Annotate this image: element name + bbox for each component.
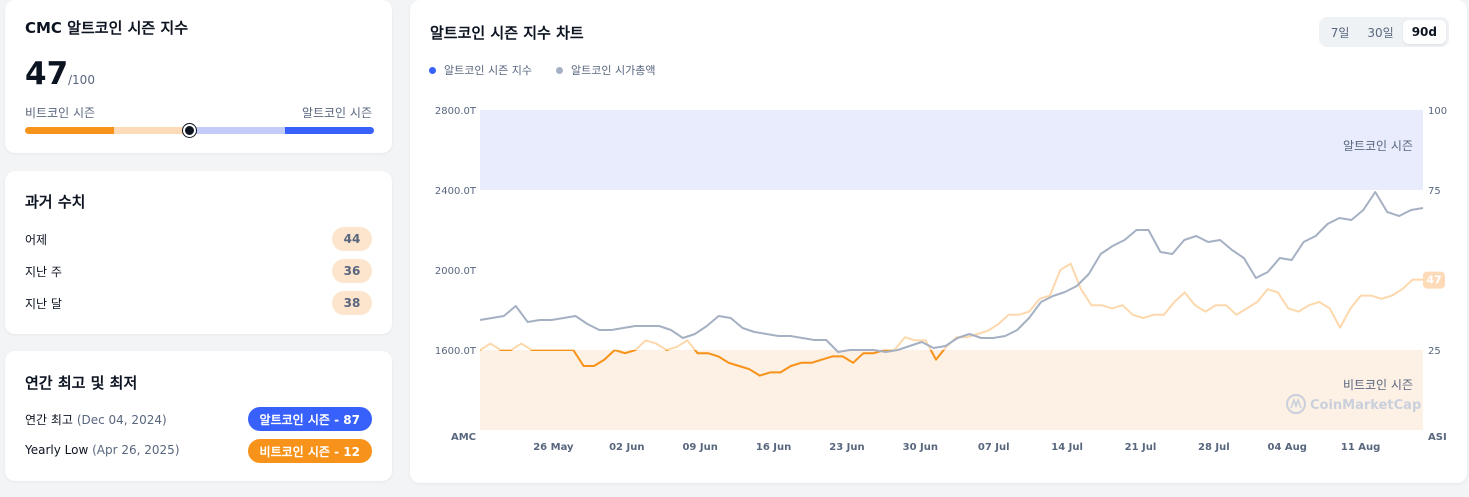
right-axis-tick: 75 (1428, 186, 1441, 197)
x-axis-end-label: ASI (1428, 432, 1447, 443)
index-card-title: CMC 알트코인 시즌 지수 (25, 19, 189, 37)
x-axis-start-label: AMC (451, 432, 476, 443)
history-value-yesterday: 44 (332, 227, 372, 251)
left-axis-tick: 1600.0T (435, 346, 477, 357)
gauge-altcoin-weak (188, 127, 285, 134)
yearly-title: 연간 최고 및 최저 (25, 374, 138, 392)
x-axis-tick: 16 Jun (756, 442, 791, 453)
current-value-badge (1423, 271, 1445, 289)
legend-index-dot-icon (429, 66, 436, 74)
x-axis-tick: 23 Jun (829, 442, 864, 453)
timeframe-tabs: 7일 30일 90d (1318, 17, 1449, 47)
current-value-text: 47 (1426, 274, 1441, 287)
gauge-bitcoin-weak (114, 127, 188, 134)
gauge-left-label: 비트코인 시즌 (25, 106, 96, 120)
index-line-bitcoin (480, 350, 946, 377)
watermark-text: CoinMarketCap (1310, 398, 1421, 413)
yearly-high-row: 연간 최고 (Dec 04, 2024) (25, 411, 167, 428)
yearly-low-label: Yearly Low (25, 443, 89, 457)
left-axis-tick: 2400.0T (435, 186, 477, 197)
x-axis-tick: 02 Jun (609, 442, 644, 453)
x-axis-tick: 21 Jul (1125, 442, 1157, 453)
altcoin-season-index-card: CMC 알트코인 시즌 지수 47 /100 비트코인 시즌 알트코인 시즌 (5, 0, 392, 153)
x-axis-tick: 30 Jun (903, 442, 938, 453)
history-label-last-month: 지난 달 (25, 297, 62, 311)
tab-30d[interactable]: 30일 (1367, 25, 1394, 40)
right-axis-tick: 100 (1428, 106, 1447, 117)
x-axis-tick: 28 Jul (1198, 442, 1230, 453)
yearly-low-date: (Apr 26, 2025) (92, 443, 180, 457)
index-max: /100 (68, 73, 95, 87)
x-axis-tick: 11 Aug (1341, 442, 1380, 453)
right-axis-tick: 25 (1428, 346, 1441, 357)
yearly-high-badge: 알트코인 시즌 - 87 (247, 407, 372, 431)
bitcoin-season-zone (480, 350, 1423, 430)
gauge-altcoin-strong (285, 127, 374, 134)
historical-values-card: 과거 수치 어제 44 지난 주 36 지난 달 38 (5, 171, 392, 334)
x-axis-tick: 07 Jul (978, 442, 1010, 453)
index-chart-card: 알트코인 시즌 지수 차트 7일 30일 90d 알트코인 시즌 지수 알트코인… (410, 0, 1467, 483)
legend-index-label: 알트코인 시즌 지수 (444, 64, 532, 77)
index-value: 47 (25, 56, 69, 92)
history-label-yesterday: 어제 (25, 233, 48, 247)
left-axis-tick: 2000.0T (435, 266, 477, 277)
yearly-low-row: Yearly Low (Apr 26, 2025) (25, 443, 180, 457)
x-axis-tick: 04 Aug (1268, 442, 1307, 453)
bitcoin-season-zone-label: 비트코인 시즌 (1343, 378, 1413, 392)
legend-market-cap[interactable]: 알트코인 시가총액 (556, 62, 655, 78)
gauge-indicator (182, 124, 196, 137)
market-cap-line (479, 191, 1424, 353)
x-axis-tick: 26 May (533, 442, 574, 453)
yearly-high-label: 연간 최고 (25, 413, 73, 427)
tab-90d[interactable]: 90d (1402, 20, 1446, 44)
coinmarketcap-logo-mark (1290, 397, 1302, 409)
coinmarketcap-logo-icon (1286, 394, 1306, 414)
altcoin-season-zone-label: 알트코인 시즌 (1343, 139, 1413, 153)
altcoin-season-zone (480, 110, 1423, 190)
history-label-last-week: 지난 주 (25, 265, 62, 279)
yearly-high-date: (Dec 04, 2024) (76, 413, 167, 427)
gauge-bitcoin-strong (25, 127, 114, 134)
chart-title: 알트코인 시즌 지수 차트 (430, 24, 584, 42)
left-axis-tick: 2800.0T (435, 106, 477, 117)
legend-market-cap-dot-icon (556, 66, 563, 74)
historical-title: 과거 수치 (25, 193, 86, 211)
history-value-last-week: 36 (332, 259, 372, 283)
yearly-high-low-card: 연간 최고 및 최저 연간 최고 (Dec 04, 2024) 알트코인 시즌 … (5, 351, 392, 481)
x-axis-tick: 09 Jun (682, 442, 717, 453)
x-axis-tick: 14 Jul (1051, 442, 1083, 453)
gauge-right-label: 알트코인 시즌 (301, 106, 372, 120)
yearly-low-badge: 비트코인 시즌 - 12 (247, 439, 372, 463)
legend-market-cap-label: 알트코인 시가총액 (571, 64, 656, 77)
history-value-last-month: 38 (332, 291, 372, 315)
legend-index[interactable]: 알트코인 시즌 지수 (429, 62, 532, 78)
tab-7d[interactable]: 7일 (1330, 25, 1350, 40)
